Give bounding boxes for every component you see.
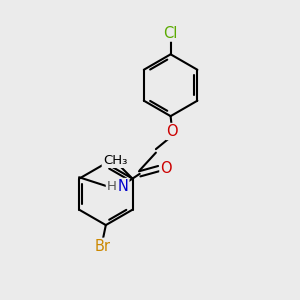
Text: CH₃: CH₃ xyxy=(103,154,127,167)
Text: Cl: Cl xyxy=(164,26,178,40)
Text: N: N xyxy=(118,179,128,194)
Text: Br: Br xyxy=(94,239,110,254)
Text: O: O xyxy=(166,124,178,139)
Text: H: H xyxy=(107,180,117,193)
Text: O: O xyxy=(160,161,172,176)
